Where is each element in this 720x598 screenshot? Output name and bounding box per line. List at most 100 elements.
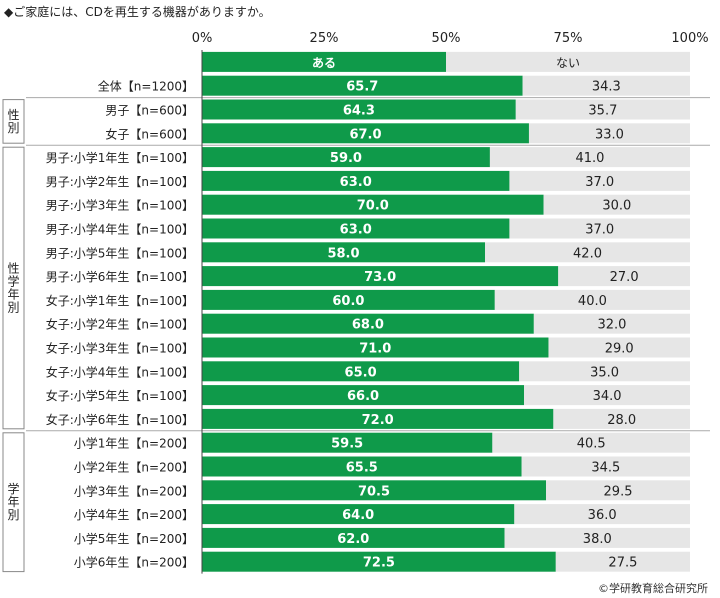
row-label: 男子:小学6年生【n=100】 [46,269,194,284]
bar-no [533,313,690,334]
bar-yes [202,75,523,96]
group-label: 性学年別 [7,262,19,315]
data-label-no: 42.0 [573,246,602,261]
bar-no [489,147,690,168]
bar-yes [202,432,493,453]
bar-yes [202,480,547,501]
row-label: 女子:小学2年生【n=100】 [46,317,194,332]
bar-yes [202,337,549,358]
data-label-no: 40.5 [577,437,606,452]
bar-no [521,456,690,477]
bar-no [485,242,690,263]
data-label-no: 27.0 [610,270,639,285]
data-label-no: 32.0 [597,318,626,333]
bar-yes [202,313,534,334]
chart-title: ◆ご家庭には、CDを再生する機器がありますか。 [4,5,271,19]
data-label-yes: 63.0 [340,223,372,238]
bar-no [553,408,690,429]
bar-yes [202,242,486,263]
row-label: 全体【n=1200】 [98,79,194,94]
row-label: 女子【n=600】 [105,126,194,141]
bar-no [509,218,690,239]
data-label-yes: 62.0 [337,532,369,547]
row-label: 小学5年生【n=200】 [74,531,194,546]
data-label-yes: 63.0 [340,175,372,190]
data-label-no: 41.0 [575,151,604,166]
bar-yes [202,504,515,525]
bar-yes [202,147,490,168]
bar-no [504,527,690,548]
bar-yes [202,551,556,572]
bar-yes [202,194,544,215]
bar-yes [202,456,522,477]
bar-no [524,385,690,406]
data-label-no: 34.5 [591,461,620,476]
bar-no [546,480,690,501]
bar-yes [202,266,559,287]
x-tick-label: 25% [310,31,339,46]
data-label-yes: 59.0 [330,151,362,166]
row-label: 男子:小学2年生【n=100】 [46,174,194,189]
data-label-yes: 64.0 [342,508,374,523]
data-label-no: 35.7 [588,104,617,119]
legend-bar-yes [202,51,446,72]
row-label: 小学6年生【n=200】 [74,555,194,570]
x-tick-label: 75% [554,31,583,46]
data-label-yes: 65.5 [346,461,378,476]
row-label: 女子:小学3年生【n=100】 [46,341,194,356]
group-label: 学年別 [7,481,19,522]
bar-no [543,194,690,215]
x-tick-label: 0% [192,31,213,46]
bar-no [558,266,690,287]
data-label-no: 29.0 [605,342,634,357]
row-label: 男子:小学1年生【n=100】 [46,150,194,165]
bar-no [548,337,690,358]
data-label-yes: 65.7 [346,80,378,95]
bar-yes [202,408,554,429]
row-label: 女子:小学6年生【n=100】 [46,412,194,427]
bar-yes [202,123,529,144]
bar-no [528,123,690,144]
data-label-no: 34.0 [593,389,622,404]
data-label-no: 27.5 [608,556,637,571]
row-label: 小学3年生【n=200】 [74,483,194,498]
row-label: 女子:小学5年生【n=100】 [46,388,194,403]
data-label-no: 37.0 [585,223,614,238]
data-label-yes: 70.0 [357,199,389,214]
data-label-yes: 59.5 [331,437,363,452]
x-tick-label: 100% [671,31,708,46]
legend-label-yes: ある [312,56,336,70]
row-label: 小学1年生【n=200】 [74,436,194,451]
group-box [2,146,25,430]
data-label-no: 33.0 [595,127,624,142]
bar-no [515,99,690,120]
bar-no [509,170,690,191]
row-label: 女子:小学1年生【n=100】 [46,293,194,308]
bar-no [519,361,690,382]
copyright-text: ©学研教育総合研究所 [598,582,708,595]
bar-no [555,551,690,572]
data-label-yes: 72.0 [362,413,394,428]
data-label-yes: 58.0 [327,246,359,261]
bar-yes [202,170,510,191]
x-tick-label: 50% [432,31,461,46]
bar-no [494,289,690,310]
bar-yes [202,527,505,548]
data-label-yes: 72.5 [363,556,395,571]
row-label: 女子:小学4年生【n=100】 [46,364,194,379]
bar-yes [202,99,516,120]
data-label-yes: 71.0 [359,342,391,357]
data-label-no: 34.3 [592,80,621,95]
data-label-yes: 64.3 [343,104,375,119]
data-label-yes: 70.5 [358,484,390,499]
data-label-yes: 73.0 [364,270,396,285]
group-box [2,432,25,573]
bar-yes [202,218,510,239]
bar-no [492,432,690,453]
bar-yes [202,361,520,382]
bar-no [514,504,690,525]
data-label-yes: 68.0 [352,318,384,333]
data-label-yes: 67.0 [349,127,381,142]
legend-label-no: ない [556,56,580,70]
